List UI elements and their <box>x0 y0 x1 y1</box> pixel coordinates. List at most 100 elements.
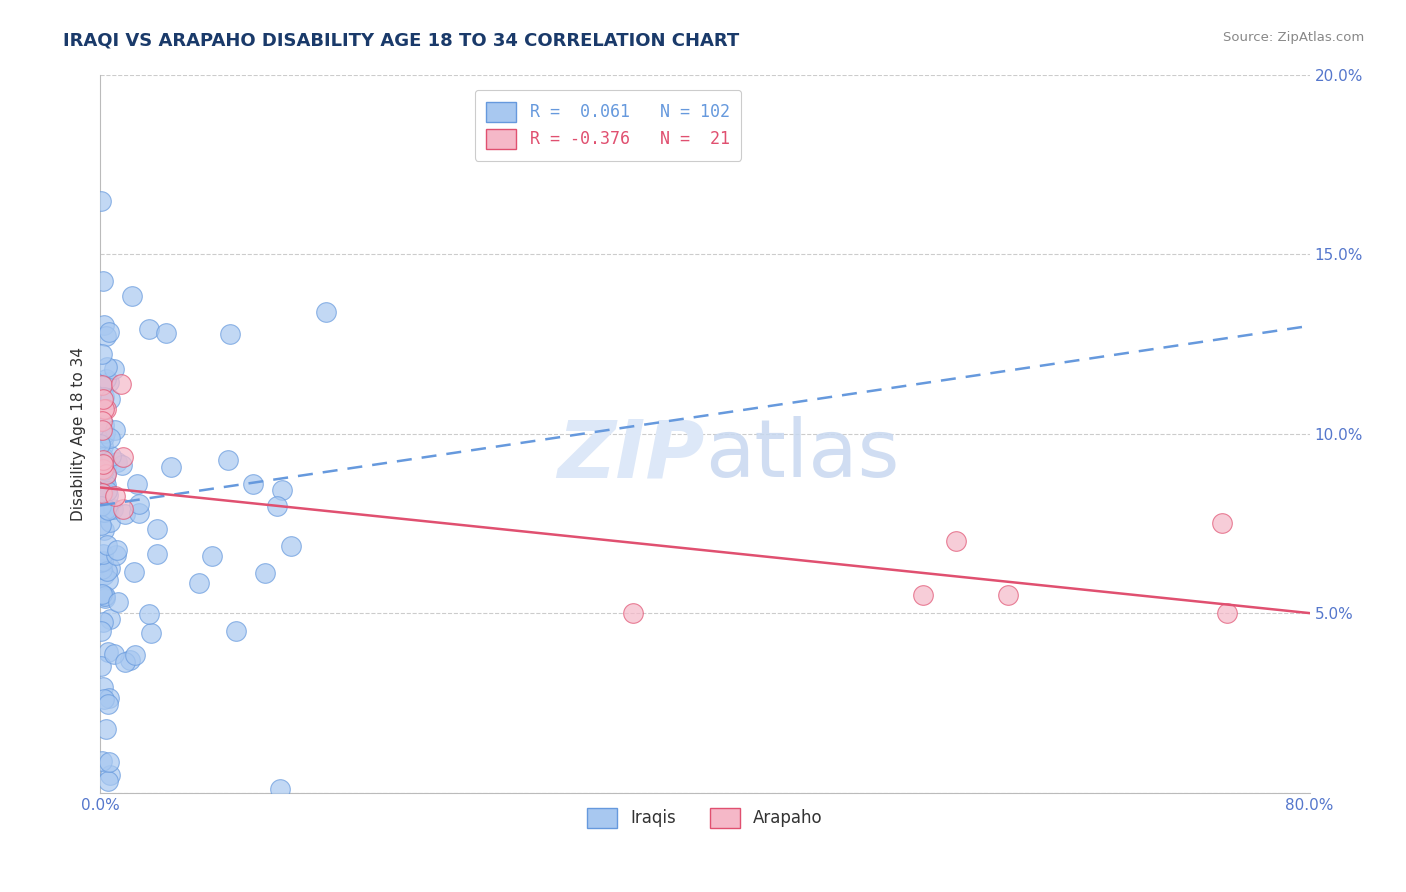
Point <box>98 561 121 575</box>
Point <box>621 606 644 620</box>
Point <box>93 523 115 537</box>
Point <box>98 392 121 406</box>
Point <box>93 463 115 477</box>
Point <box>103 647 125 661</box>
Point <box>91 485 114 500</box>
Point <box>94 467 117 481</box>
Point <box>315 305 337 319</box>
Point <box>90 517 112 532</box>
Point <box>114 655 136 669</box>
Point <box>91 450 114 465</box>
Point <box>90 423 112 437</box>
Point <box>266 500 288 514</box>
Point <box>225 624 247 639</box>
Point <box>93 392 115 406</box>
Y-axis label: Disability Age 18 to 34: Disability Age 18 to 34 <box>72 347 86 521</box>
Point <box>98 515 121 529</box>
Point <box>98 375 121 389</box>
Point <box>96 645 118 659</box>
Point <box>97 487 120 501</box>
Point <box>98 768 121 782</box>
Point <box>93 430 115 444</box>
Point <box>96 360 118 375</box>
Point <box>97 325 120 339</box>
Text: Source: ZipAtlas.com: Source: ZipAtlas.com <box>1223 31 1364 45</box>
Point <box>111 458 134 472</box>
Point <box>201 549 224 564</box>
Point <box>1216 606 1239 620</box>
Point <box>94 591 117 605</box>
Point <box>128 497 150 511</box>
Point <box>90 555 112 569</box>
Point <box>218 326 240 341</box>
Point <box>217 453 239 467</box>
Point <box>93 505 115 519</box>
Point <box>91 274 114 288</box>
Point <box>271 483 294 497</box>
Point <box>97 756 120 770</box>
Point <box>91 615 114 630</box>
Point <box>94 722 117 736</box>
Point <box>94 501 117 516</box>
Point <box>111 450 134 464</box>
Point <box>91 440 114 454</box>
Point <box>104 549 127 563</box>
Point <box>146 522 169 536</box>
Point <box>90 500 112 514</box>
Point <box>128 506 150 520</box>
Point <box>125 476 148 491</box>
Point <box>90 755 112 769</box>
Point <box>187 575 209 590</box>
Point <box>96 401 118 416</box>
Point <box>945 534 967 549</box>
Point <box>98 612 121 626</box>
Point <box>103 502 125 516</box>
Point <box>91 554 114 568</box>
Point <box>91 562 114 576</box>
Point <box>242 476 264 491</box>
Point <box>94 478 117 492</box>
Point <box>100 450 122 464</box>
Point <box>90 486 112 500</box>
Point <box>97 690 120 705</box>
Point <box>103 362 125 376</box>
Point <box>94 425 117 440</box>
Point <box>91 547 114 561</box>
Point <box>97 574 120 588</box>
Point <box>93 480 115 494</box>
Point <box>911 588 934 602</box>
Legend: Iraqis, Arapaho: Iraqis, Arapaho <box>581 801 830 835</box>
Point <box>105 542 128 557</box>
Point <box>138 322 160 336</box>
Point <box>90 378 112 392</box>
Point <box>94 329 117 343</box>
Point <box>138 607 160 621</box>
Point <box>98 431 121 445</box>
Point <box>114 507 136 521</box>
Point <box>90 658 112 673</box>
Point <box>96 457 118 471</box>
Point <box>96 483 118 498</box>
Point <box>93 590 115 604</box>
Point <box>105 455 128 469</box>
Point <box>1211 516 1233 531</box>
Point <box>90 413 112 427</box>
Point <box>91 458 114 472</box>
Point <box>997 588 1019 602</box>
Point <box>118 653 141 667</box>
Point <box>94 467 117 482</box>
Point <box>91 498 114 512</box>
Point <box>104 489 127 503</box>
Point <box>269 782 291 797</box>
Point <box>93 567 115 582</box>
Point <box>104 423 127 437</box>
Point <box>96 372 118 386</box>
Point <box>93 318 115 332</box>
Point <box>93 401 115 416</box>
Point <box>155 326 177 341</box>
Point <box>90 498 112 512</box>
Text: atlas: atlas <box>704 417 900 494</box>
Point <box>124 648 146 662</box>
Point <box>254 566 277 580</box>
Point <box>96 564 118 578</box>
